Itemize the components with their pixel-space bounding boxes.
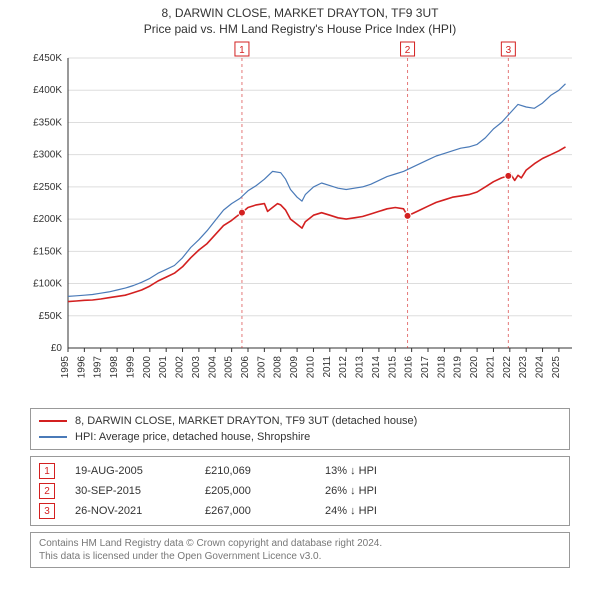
svg-text:2004: 2004 [207,356,218,379]
svg-text:2008: 2008 [273,356,284,379]
event-date: 30-SEP-2015 [75,485,205,497]
event-price: £210,069 [205,465,325,477]
event-badge: 3 [39,503,55,519]
svg-text:2: 2 [405,45,411,56]
svg-text:2002: 2002 [175,356,186,379]
svg-text:2022: 2022 [502,356,513,379]
svg-text:2023: 2023 [518,356,529,379]
legend-swatch-hpi [39,436,67,438]
svg-text:2012: 2012 [338,356,349,379]
svg-text:£350K: £350K [33,117,62,128]
event-delta: 13% ↓ HPI [325,465,445,477]
svg-text:1995: 1995 [60,356,71,379]
svg-text:£450K: £450K [33,53,62,64]
svg-text:£0: £0 [51,343,63,354]
svg-text:1998: 1998 [109,356,120,379]
event-price: £205,000 [205,485,325,497]
legend-label-property: 8, DARWIN CLOSE, MARKET DRAYTON, TF9 3UT… [75,415,417,427]
svg-text:2014: 2014 [371,356,382,379]
legend-box: 8, DARWIN CLOSE, MARKET DRAYTON, TF9 3UT… [30,408,570,450]
event-price: £267,000 [205,505,325,517]
svg-text:2024: 2024 [535,356,546,379]
event-badge: 2 [39,483,55,499]
svg-text:2011: 2011 [322,356,333,378]
svg-text:2018: 2018 [436,356,447,379]
svg-text:1999: 1999 [125,356,136,379]
svg-text:£300K: £300K [33,150,62,161]
event-row: 1 19-AUG-2005£210,06913% ↓ HPI [39,461,561,481]
svg-text:2001: 2001 [158,356,169,379]
events-box: 1 19-AUG-2005£210,06913% ↓ HPI 2 30-SEP-201… [30,456,570,526]
legend-label-hpi: HPI: Average price, detached house, Shro… [75,431,310,443]
svg-text:1997: 1997 [93,356,104,379]
svg-text:1996: 1996 [76,356,87,379]
svg-text:£100K: £100K [33,279,62,290]
svg-text:2010: 2010 [305,356,316,379]
svg-text:1: 1 [239,45,245,56]
page-title-address: 8, DARWIN CLOSE, MARKET DRAYTON, TF9 3UT [0,6,600,20]
event-delta: 26% ↓ HPI [325,485,445,497]
svg-text:2003: 2003 [191,356,202,379]
svg-text:2017: 2017 [420,356,431,379]
event-date: 19-AUG-2005 [75,465,205,477]
svg-text:£150K: £150K [33,246,62,257]
svg-text:2021: 2021 [485,356,496,379]
svg-text:2005: 2005 [224,356,235,379]
page-title-sub: Price paid vs. HM Land Registry's House … [0,22,600,36]
svg-text:2016: 2016 [404,356,415,379]
svg-text:2007: 2007 [256,356,267,379]
event-row: 3 26-NOV-2021£267,00024% ↓ HPI [39,501,561,521]
footer-line-2: This data is licensed under the Open Gov… [39,550,561,563]
legend-swatch-property [39,420,67,422]
footer-line-1: Contains HM Land Registry data © Crown c… [39,537,561,550]
svg-text:3: 3 [506,45,512,56]
svg-text:£200K: £200K [33,214,62,225]
svg-text:£400K: £400K [33,85,62,96]
svg-text:2000: 2000 [142,356,153,379]
footer-box: Contains HM Land Registry data © Crown c… [30,532,570,568]
event-badge: 1 [39,463,55,479]
legend-row-hpi: HPI: Average price, detached house, Shro… [39,429,561,445]
price-chart: £0 £50K £100K £150K £200K £250K £300K £350K £400… [20,40,580,400]
event-delta: 24% ↓ HPI [325,505,445,517]
svg-text:£50K: £50K [39,311,63,322]
event-date: 26-NOV-2021 [75,505,205,517]
svg-text:2020: 2020 [469,356,480,379]
event-row: 2 30-SEP-2015£205,00026% ↓ HPI [39,481,561,501]
svg-text:2015: 2015 [387,356,398,379]
svg-text:£250K: £250K [33,182,62,193]
svg-text:2013: 2013 [355,356,366,379]
svg-text:2025: 2025 [551,356,562,379]
svg-text:2009: 2009 [289,356,300,379]
legend-row-property: 8, DARWIN CLOSE, MARKET DRAYTON, TF9 3UT… [39,413,561,429]
svg-text:2019: 2019 [453,356,464,379]
svg-text:2006: 2006 [240,356,251,379]
